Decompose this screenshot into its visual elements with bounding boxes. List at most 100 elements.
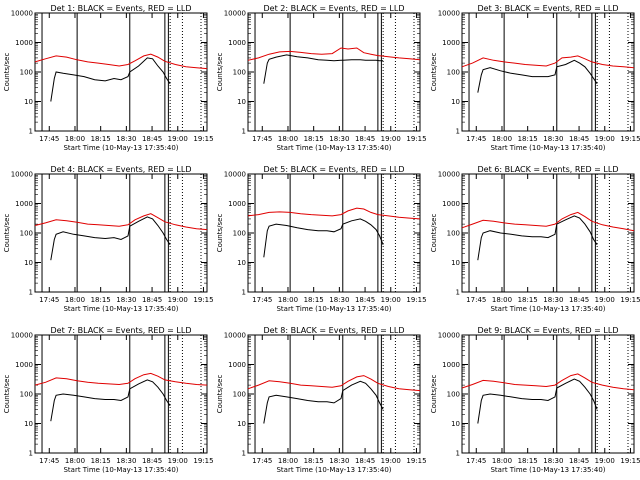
y-axis-label: Counts/sec	[216, 214, 224, 253]
x-axis-label: Start Time (10-May-13 17:35:40)	[276, 466, 391, 474]
panel-det-7: Det 7: BLACK = Events, RED = LLD 1 10 100 10…	[3, 326, 214, 474]
y-tick-label: 10	[24, 259, 33, 267]
y-tick-label: 10	[24, 98, 33, 106]
y-tick-label: 1000	[228, 361, 246, 369]
plot-frame	[461, 173, 635, 293]
x-axis-label: Start Time (10-May-13 17:35:40)	[490, 305, 605, 313]
series-line-events	[263, 54, 384, 84]
x-tick-label: 18:30	[329, 135, 349, 143]
x-axis-label: Start Time (10-May-13 17:35:40)	[276, 305, 391, 313]
y-axis-label: Counts/sec	[3, 53, 11, 92]
y-tick-label: 100	[447, 230, 460, 238]
x-axis-label: Start Time (10-May-13 17:35:40)	[490, 466, 605, 474]
x-tick-label: 19:15	[193, 135, 213, 143]
y-tick-label: 10000	[11, 332, 33, 340]
y-tick-label: 10	[24, 420, 33, 428]
y-tick-label: 1	[456, 450, 460, 458]
series-line-events	[50, 57, 171, 102]
x-tick-label: 19:00	[381, 457, 401, 465]
x-axis-label: Start Time (10-May-13 17:35:40)	[63, 144, 178, 152]
y-axis-label: Counts/sec	[430, 53, 438, 92]
y-axis-label: Counts/sec	[3, 214, 11, 253]
x-tick-label: 18:45	[142, 296, 162, 304]
y-tick-label: 10	[451, 420, 460, 428]
series-line-events	[477, 215, 598, 261]
panel-title: Det 5: BLACK = Events, RED = LLD	[264, 165, 405, 174]
x-tick-label: 19:00	[595, 296, 615, 304]
panel-title: Det 9: BLACK = Events, RED = LLD	[478, 326, 619, 335]
panel-det-6: Det 6: BLACK = Events, RED = LLD 1 10 100 10…	[430, 165, 640, 313]
plot-frame	[247, 173, 421, 293]
x-tick-label: 18:00	[278, 296, 298, 304]
x-tick-label: 18:30	[116, 296, 136, 304]
x-tick-label: 18:30	[543, 135, 563, 143]
panel-title: Det 1: BLACK = Events, RED = LLD	[51, 4, 192, 13]
x-tick-label: 18:45	[569, 135, 589, 143]
y-tick-label: 1	[29, 450, 33, 458]
y-tick-label: 10000	[11, 171, 33, 179]
series-line-events	[263, 218, 384, 258]
y-tick-label: 1000	[15, 200, 33, 208]
x-tick-label: 18:30	[329, 296, 349, 304]
y-tick-label: 10000	[438, 10, 460, 18]
series-line-lld	[34, 372, 208, 386]
x-tick-label: 18:00	[492, 296, 512, 304]
y-tick-label: 100	[233, 69, 246, 77]
series-line-lld	[461, 373, 635, 391]
x-tick-label: 18:15	[518, 296, 538, 304]
y-tick-label: 1000	[228, 39, 246, 47]
y-tick-label: 10	[237, 420, 246, 428]
y-tick-label: 1000	[228, 200, 246, 208]
y-tick-label: 100	[447, 391, 460, 399]
panel-title: Det 7: BLACK = Events, RED = LLD	[51, 326, 192, 335]
y-tick-label: 10000	[438, 332, 460, 340]
x-tick-label: 19:00	[595, 457, 615, 465]
y-axis-label: Counts/sec	[216, 375, 224, 414]
series-line-events	[50, 379, 171, 422]
x-tick-label: 17:45	[252, 296, 272, 304]
x-tick-label: 18:00	[278, 457, 298, 465]
panel-det-8: Det 8: BLACK = Events, RED = LLD 1 10 100 10…	[216, 326, 427, 474]
panel-det-2: Det 2: BLACK = Events, RED = LLD 1 10 100 10…	[216, 4, 427, 152]
x-tick-label: 19:15	[620, 135, 640, 143]
x-tick-label: 18:15	[91, 135, 111, 143]
panel-det-9: Det 9: BLACK = Events, RED = LLD 1 10 100 10…	[430, 326, 640, 474]
x-tick-label: 19:15	[620, 457, 640, 465]
plot-frame	[247, 334, 421, 454]
y-tick-label: 10	[237, 98, 246, 106]
x-tick-label: 18:00	[492, 457, 512, 465]
x-axis-label: Start Time (10-May-13 17:35:40)	[490, 144, 605, 152]
x-tick-label: 17:45	[466, 296, 486, 304]
x-tick-label: 18:00	[492, 135, 512, 143]
x-tick-label: 19:00	[381, 135, 401, 143]
x-tick-label: 19:00	[168, 296, 188, 304]
x-tick-label: 18:30	[116, 135, 136, 143]
y-tick-label: 100	[20, 391, 33, 399]
series-line-lld	[247, 47, 421, 61]
panel-det-4: Det 4: BLACK = Events, RED = LLD 1 10 100 10…	[3, 165, 214, 313]
x-tick-label: 17:45	[252, 457, 272, 465]
series-line-lld	[34, 213, 208, 231]
x-tick-label: 19:15	[406, 135, 426, 143]
y-tick-label: 1000	[442, 39, 460, 47]
y-tick-label: 1000	[442, 361, 460, 369]
x-tick-label: 19:15	[406, 296, 426, 304]
y-tick-label: 1	[456, 128, 460, 136]
x-tick-label: 17:45	[39, 135, 59, 143]
y-tick-label: 100	[447, 69, 460, 77]
y-tick-label: 1000	[15, 361, 33, 369]
y-tick-label: 1	[29, 128, 33, 136]
y-tick-label: 1	[242, 289, 246, 297]
x-tick-label: 18:45	[142, 457, 162, 465]
x-tick-label: 18:45	[355, 296, 375, 304]
y-tick-label: 1	[242, 128, 246, 136]
y-axis-label: Counts/sec	[216, 53, 224, 92]
y-tick-label: 100	[233, 230, 246, 238]
x-tick-label: 19:00	[381, 296, 401, 304]
y-tick-label: 10000	[438, 171, 460, 179]
y-tick-label: 10000	[11, 10, 33, 18]
x-tick-label: 19:00	[168, 457, 188, 465]
y-axis-label: Counts/sec	[430, 375, 438, 414]
panel-title: Det 2: BLACK = Events, RED = LLD	[264, 4, 405, 13]
